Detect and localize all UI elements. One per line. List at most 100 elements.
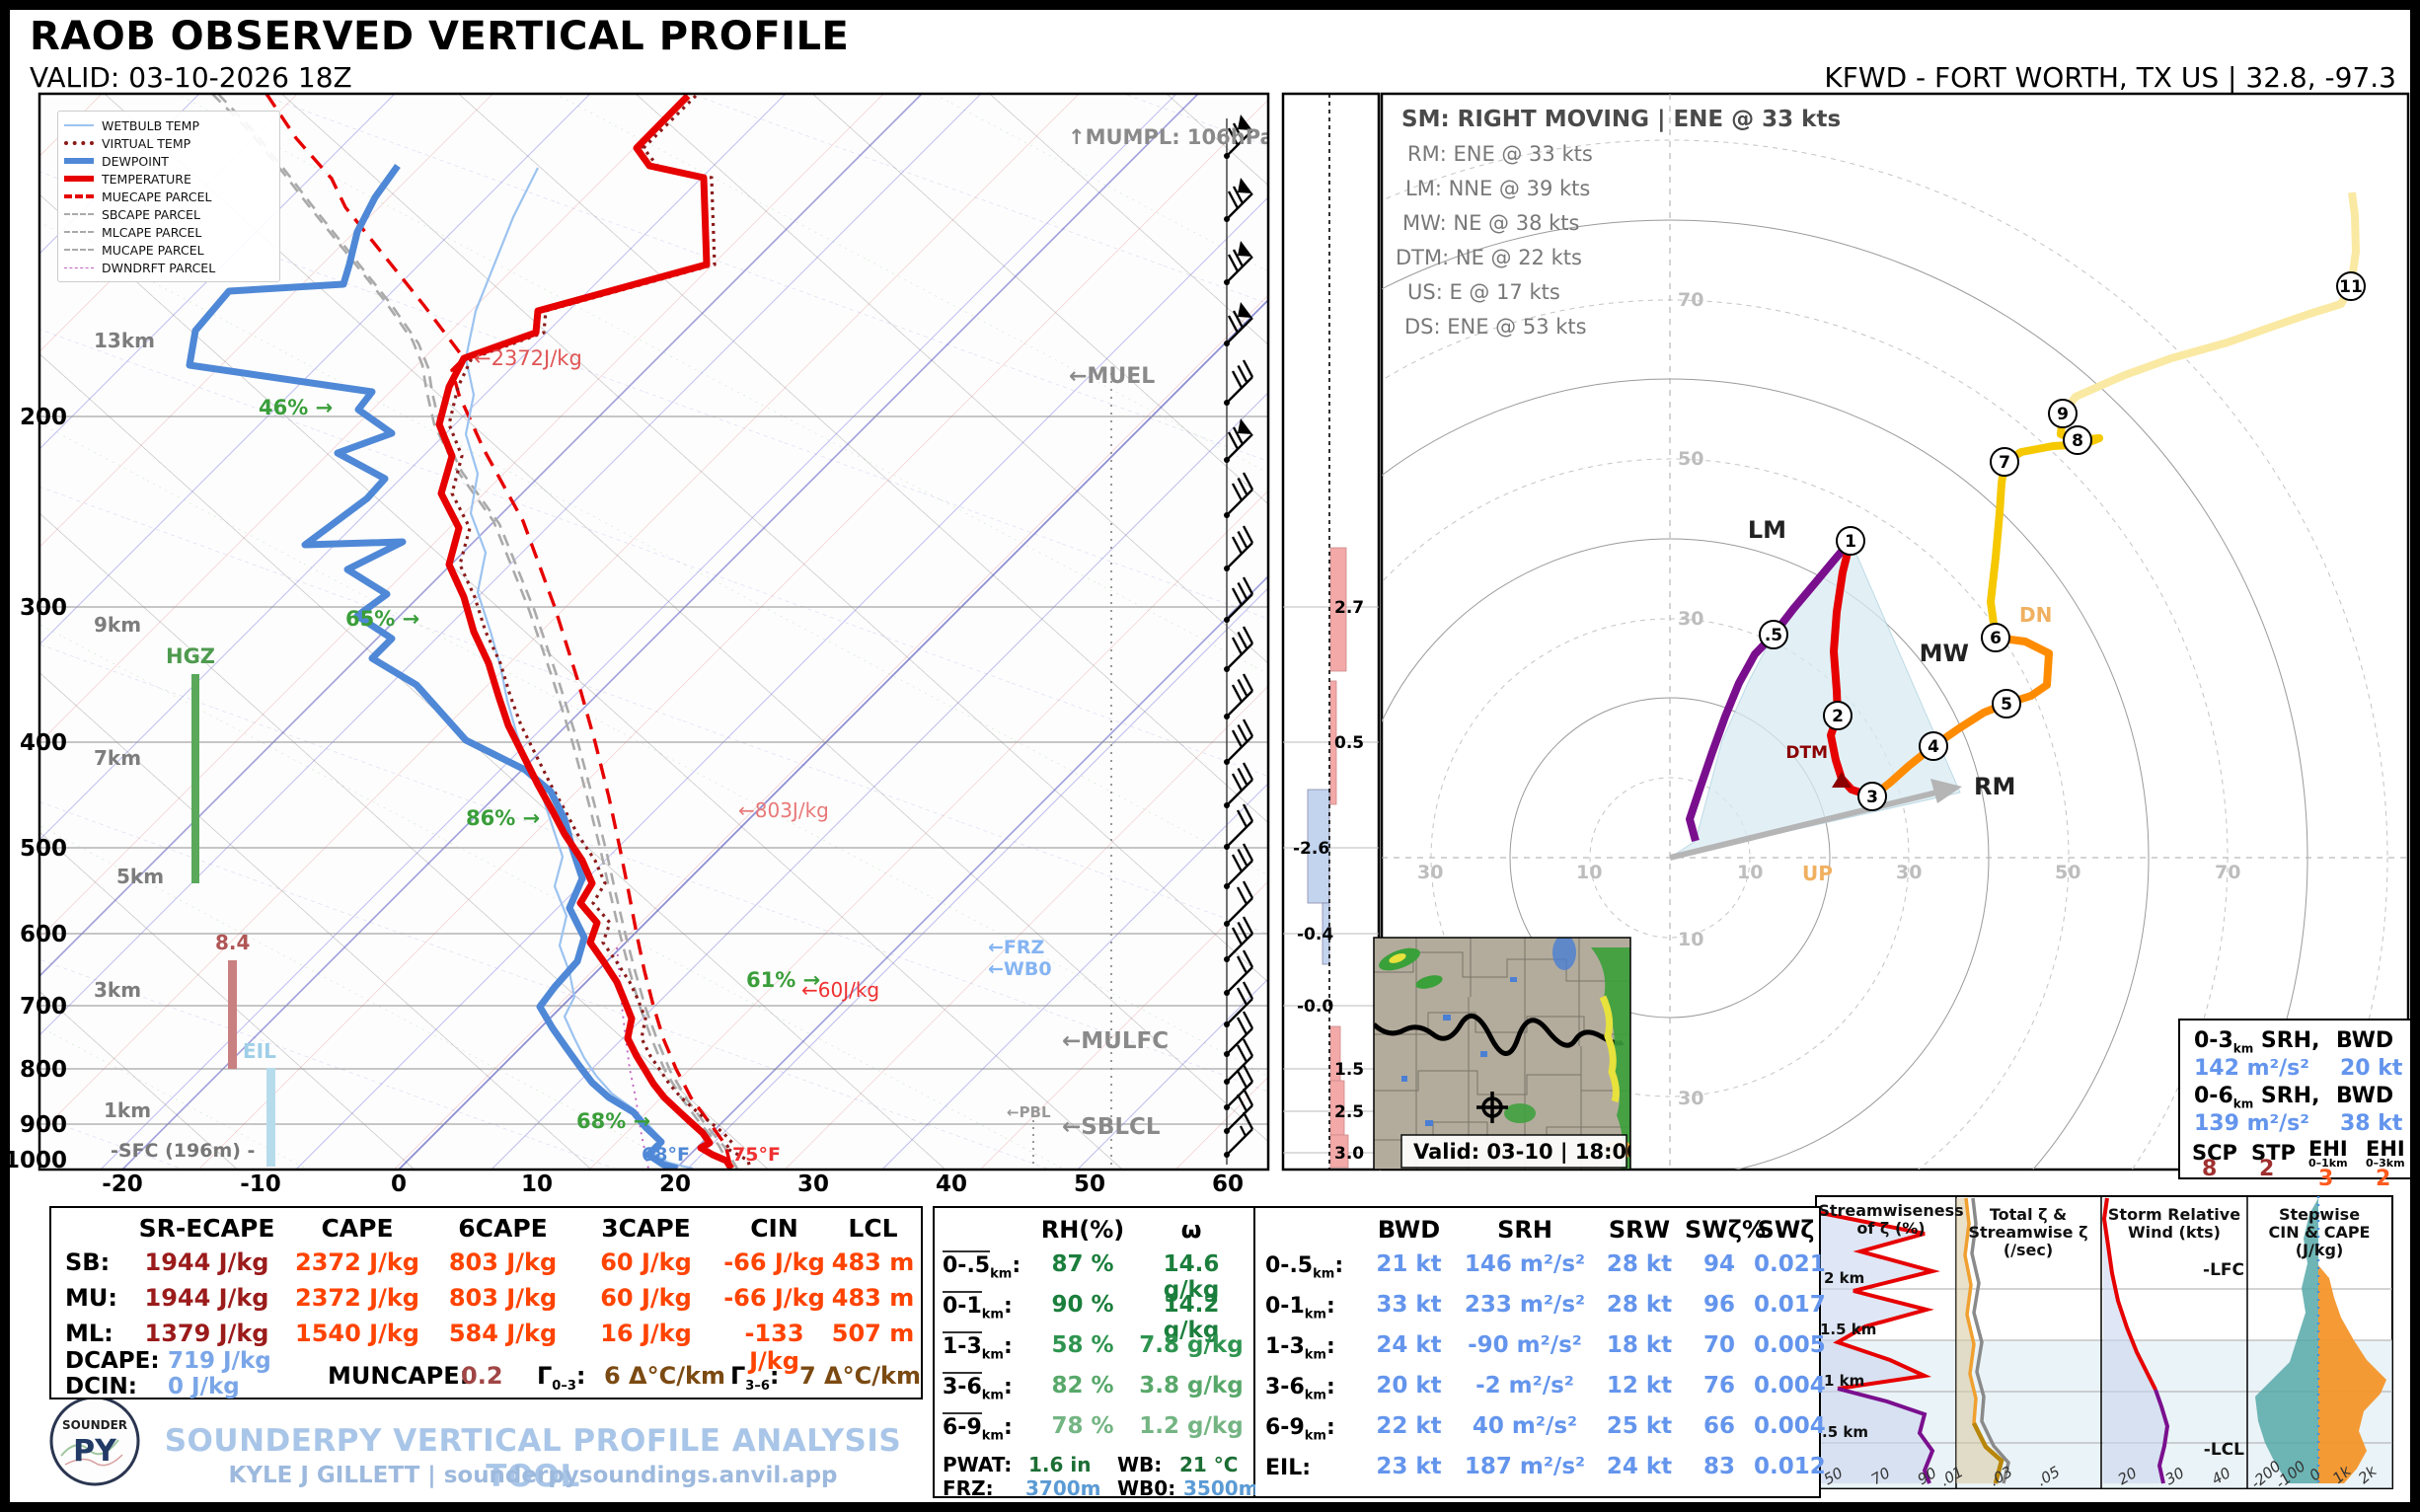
muncape-label: MUNCAPE: — [328, 1362, 470, 1390]
srw-line — [2101, 1197, 2157, 1391]
ml-srecape: 1379 J/kg — [144, 1320, 269, 1347]
up-label: UP — [1802, 862, 1833, 885]
pwat-value: 1.6 in — [1028, 1453, 1092, 1476]
srh-0-05: 146 m²/s² — [1464, 1251, 1586, 1277]
dcin-value: 0 J/kg — [168, 1374, 240, 1399]
svg-text:2.7: 2.7 — [1334, 598, 1364, 618]
swzpct-0-1: 96 — [1702, 1292, 1735, 1318]
kinematics-table: BWD SRH SRW SWζ% SWζ 0-.5km: 21 kt 146 m²… — [1255, 1206, 1826, 1498]
swzpct-6-9: 66 — [1702, 1413, 1735, 1439]
svg-text:SOUNDER: SOUNDER — [62, 1418, 127, 1432]
muel-label: ←MUEL — [1069, 364, 1155, 389]
svg-text:Total ζ &: Total ζ & — [1990, 1205, 2067, 1224]
svg-text:-0.0: -0.0 — [1297, 997, 1333, 1017]
col-header: CIN — [750, 1214, 798, 1243]
legend-label: TEMPERATURE — [102, 171, 191, 187]
skewt-legend: WETBULB TEMP VIRTUAL TEMP DEWPOINT TEMPE… — [57, 111, 280, 282]
hodograph-rings — [1382, 94, 2408, 1170]
svg-text:1000: 1000 — [10, 1148, 67, 1173]
srw-3-6: 12 kt — [1606, 1373, 1673, 1399]
mu-6cape: 803 J/kg — [448, 1284, 558, 1312]
moisture-table: RH(%) ω 0-.5km: 87 % 14.6 g/kg 0-1km: 90 … — [933, 1206, 1259, 1500]
storm-motion-arrowhead — [1930, 779, 1962, 803]
col-header: LCL — [848, 1214, 898, 1243]
mini-panel-ylabels: 2 km 1.5 km 1 km .5 km — [1820, 1269, 1876, 1441]
svg-text:30: 30 — [1417, 862, 1443, 883]
hail-bar — [228, 960, 237, 1069]
svg-text:(/sec): (/sec) — [2004, 1241, 2053, 1259]
svg-text:MW: NE @ 38 kts: MW: NE @ 38 kts — [1402, 211, 1579, 235]
svg-text:10: 10 — [521, 1172, 553, 1197]
svg-text:CIN & CAPE: CIN & CAPE — [2269, 1223, 2371, 1242]
valid-time: VALID: 03-10-2026 18Z — [30, 61, 352, 94]
hgz-bar — [191, 674, 199, 883]
rh-label-880: 68% → — [576, 1109, 650, 1133]
swzpct-0-05: 94 — [1702, 1251, 1735, 1277]
mu-cin: -66 J/kg — [723, 1284, 825, 1312]
omega-panel: 2.7 0.5 -2.6 -0.4 -0.0 1.5 2.5 3.0 — [1281, 92, 1381, 1172]
svg-text:60: 60 — [1212, 1172, 1244, 1197]
streamwiseness-line-low — [1837, 1387, 1935, 1484]
svg-text:.5 km: .5 km — [1822, 1423, 1868, 1441]
scp-header: SCP — [2192, 1141, 2237, 1165]
bwd-header-2: BWD — [2336, 1084, 2394, 1108]
mu-srecape: 1944 J/kg — [144, 1284, 269, 1312]
wind-barb-column — [1222, 113, 1254, 1165]
legend-label: VIRTUAL TEMP — [102, 135, 191, 151]
el-cape-label: ←2372J/kg — [474, 346, 582, 370]
sb-cape: 2372 J/kg — [295, 1248, 419, 1276]
srw-0-1: 28 kt — [1606, 1292, 1673, 1318]
bwd-3-6: 20 kt — [1376, 1373, 1442, 1399]
radar-inset: Valid: 03-10 | 18:00 — [1373, 937, 1631, 1171]
storm-motion-list: SM: RIGHT MOVING | ENE @ 33 kts RM: ENE … — [1396, 107, 1841, 339]
omega-header: ω — [1180, 1216, 1202, 1244]
footer-title: SOUNDERPY VERTICAL PROFILE ANALYSIS TOOL — [164, 1423, 902, 1494]
svg-text:Storm Relative: Storm Relative — [2108, 1205, 2240, 1224]
svg-text:3.0: 3.0 — [1334, 1144, 1364, 1164]
svg-text:5km: 5km — [116, 865, 164, 888]
mw-label: MW — [1920, 640, 1969, 667]
svg-text:-2.6: -2.6 — [1293, 839, 1329, 859]
srh-0-6-value: 139 m²/s² — [2194, 1111, 2309, 1136]
streamwiseness-line — [1815, 1210, 1940, 1391]
ehi-0-1-header: EHI — [2308, 1137, 2348, 1161]
svg-text:10: 10 — [1678, 929, 1703, 950]
swz-1-3: 0.005 — [1754, 1332, 1826, 1358]
rm-label: RM — [1974, 773, 2015, 800]
stp-header: STP — [2251, 1141, 2296, 1165]
rh-0-05: 87 % — [1051, 1251, 1114, 1277]
svg-text:PY: PY — [73, 1434, 117, 1469]
bwd-0-05: 21 kt — [1376, 1251, 1442, 1277]
swzpct-3-6: 76 — [1702, 1373, 1735, 1399]
sb-6cape: 803 J/kg — [448, 1248, 558, 1276]
bwd-col-header: BWD — [1377, 1216, 1441, 1244]
wetbulb-trace — [464, 167, 694, 1170]
muncape-value: 0.2 — [461, 1362, 503, 1390]
srh-bwd-box: 0-3km SRH, BWD 142 m²/s² 20 kt 0-6km SRH… — [2178, 1019, 2410, 1191]
svg-text:Streamwise ζ: Streamwise ζ — [1968, 1223, 2087, 1242]
sblcl-label: ←SBLCL — [1062, 1114, 1161, 1140]
srh-6-9: 40 m²/s² — [1472, 1413, 1578, 1439]
svg-text:(J/kg): (J/kg) — [2296, 1241, 2344, 1259]
lapse-0-3-value: 6 Δ°C/km — [604, 1362, 725, 1390]
bwd-0-6-value: 38 kt — [2340, 1111, 2403, 1136]
bwd-6-9: 22 kt — [1376, 1413, 1442, 1439]
pbl-label: ←PBL — [1007, 1103, 1051, 1121]
rh-0-1: 90 % — [1051, 1292, 1114, 1318]
lapse-0-3-label: Γ0–3: — [537, 1362, 586, 1394]
temperature-legend-swatch — [64, 176, 94, 182]
ehi-0-1-sub: 0–1km — [2308, 1157, 2348, 1170]
svg-text:Streamwiseness: Streamwiseness — [1818, 1201, 1963, 1220]
svg-text:-20: -20 — [102, 1172, 143, 1197]
scp-value: 8 — [2202, 1157, 2218, 1181]
hail-label: 8.4 — [215, 931, 250, 954]
rh-header: RH(%) — [1040, 1216, 1125, 1244]
dewpoint-legend-swatch — [64, 158, 94, 164]
sbcape-parcel-trace — [211, 94, 733, 1170]
srh-eil: 187 m²/s² — [1464, 1454, 1586, 1479]
svg-text:30: 30 — [1678, 608, 1703, 630]
svg-text:70: 70 — [1678, 289, 1703, 311]
rh-3-6: 82 % — [1051, 1373, 1114, 1399]
svg-text:Wind (kts): Wind (kts) — [2128, 1223, 2221, 1242]
